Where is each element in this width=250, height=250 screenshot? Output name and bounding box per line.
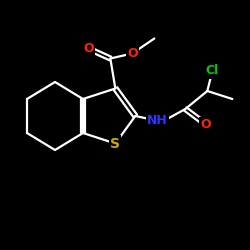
Text: Cl: Cl — [206, 64, 219, 78]
Text: O: O — [127, 47, 138, 60]
Text: O: O — [200, 118, 211, 130]
Text: S: S — [110, 136, 120, 150]
Text: O: O — [83, 42, 94, 55]
Text: NH: NH — [147, 114, 168, 128]
